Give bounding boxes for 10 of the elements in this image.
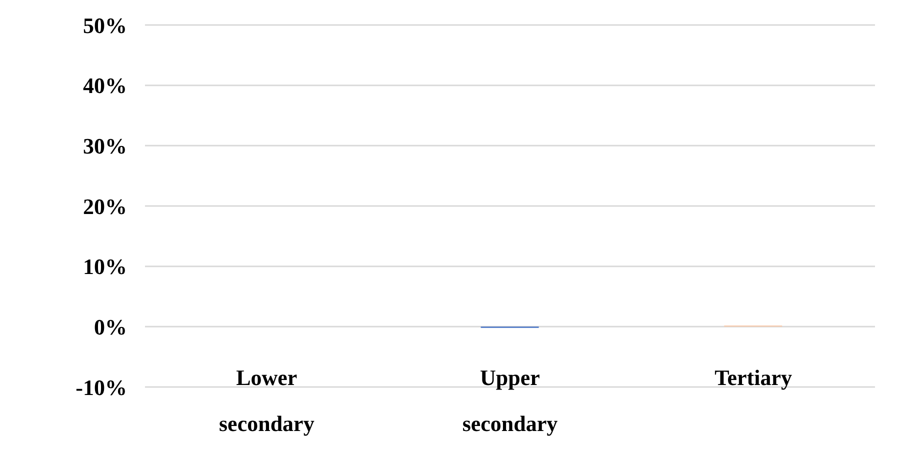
y-tick-label: 40% — [83, 73, 127, 98]
y-tick-label: 30% — [83, 133, 127, 158]
y-tick-label: 50% — [83, 12, 127, 38]
x-tick-label: Tertiary — [714, 365, 792, 390]
y-tick-label: -10% — [76, 374, 127, 400]
y-tick-label: 10% — [83, 254, 127, 280]
y-tick-label: 20% — [83, 194, 127, 219]
x-tick-label: Upper secondary — [462, 365, 558, 436]
y-tick-label: 0% — [94, 314, 127, 340]
x-tick-label: Lower secondary — [219, 365, 314, 436]
